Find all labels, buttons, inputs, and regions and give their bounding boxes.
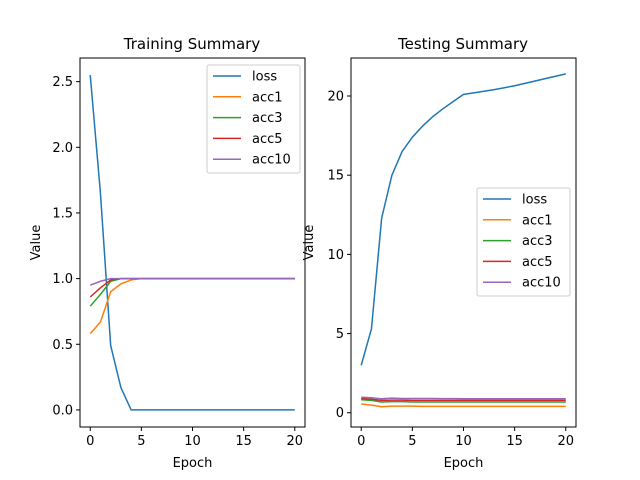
testing-legend-label-acc1: acc1	[522, 213, 553, 228]
training-legend-label-loss: loss	[252, 70, 277, 85]
training-y-ticks: 0.0 0.5 1.0 1.5 2.0 2.5	[52, 75, 80, 418]
training-x-ticks: 0 5 10 15 20	[86, 427, 303, 449]
testing-series-line-acc3	[361, 399, 566, 403]
testing-axes-frame	[350, 57, 577, 428]
testing-series-line-loss	[360, 73, 566, 366]
training-series-line-loss	[89, 75, 295, 411]
training-title: Training Summary	[123, 35, 261, 53]
training-legend-label-acc1: acc1	[252, 90, 283, 105]
training-y-tick-label: 1.0	[52, 272, 73, 287]
testing-series-line-acc5	[361, 397, 566, 402]
training-series-line-acc10	[89, 277, 295, 286]
testing-x-axis-label: Epoch	[444, 456, 484, 471]
testing-x-tick-label: 0	[357, 434, 365, 449]
testing-x-tick-label: 5	[408, 434, 416, 449]
training-legend-label-acc10: acc10	[252, 153, 291, 168]
training-x-tick-label: 0	[86, 434, 94, 449]
testing-legend: loss acc1 acc3 acc5 acc10	[476, 187, 571, 297]
testing-x-ticks: 0 5 10 15 20	[357, 427, 574, 449]
training-y-tick-label: 0.0	[52, 403, 73, 418]
training-axes-frame	[79, 57, 306, 428]
testing-x-tick-label: 20	[557, 434, 574, 449]
training-y-tick-label: 1.5	[52, 206, 73, 221]
training-legend: loss acc1 acc3 acc5 acc10	[206, 64, 301, 174]
testing-x-tick-label: 15	[506, 434, 523, 449]
testing-legend-label-acc3: acc3	[522, 234, 553, 249]
testing-y-tick-label: 10	[327, 248, 344, 263]
testing-series-line-acc1	[361, 403, 566, 408]
training-x-tick-label: 5	[137, 434, 145, 449]
testing-y-axis-label: Value	[302, 225, 317, 261]
training-panel: Training Summary 0 5 10 15 20 0.0 0.5 1.0 1.5 2.…	[29, 35, 306, 471]
testing-x-tick-label: 10	[455, 434, 472, 449]
training-legend-box	[206, 64, 301, 174]
testing-y-tick-label: 0	[336, 406, 344, 421]
training-x-tick-label: 10	[184, 434, 201, 449]
training-y-tick-label: 2.0	[52, 141, 73, 156]
testing-legend-label-acc10: acc10	[522, 276, 561, 291]
testing-series-line-acc10	[361, 396, 566, 400]
testing-legend-box	[476, 187, 571, 297]
training-x-axis-label: Epoch	[173, 456, 213, 471]
training-legend-label-acc3: acc3	[252, 111, 283, 126]
training-lines	[89, 75, 295, 411]
testing-title: Testing Summary	[397, 35, 528, 53]
testing-legend-label-acc5: acc5	[522, 255, 553, 270]
testing-y-tick-label: 5	[336, 327, 344, 342]
training-legend-label-acc5: acc5	[252, 132, 283, 147]
testing-legend-label-loss: loss	[522, 193, 547, 208]
training-x-tick-label: 15	[235, 434, 252, 449]
testing-y-tick-label: 15	[327, 169, 344, 184]
training-y-tick-label: 2.5	[52, 75, 73, 90]
training-x-tick-label: 20	[286, 434, 303, 449]
training-y-tick-label: 0.5	[52, 338, 73, 353]
testing-lines	[360, 73, 566, 408]
training-y-axis-label: Value	[29, 225, 44, 261]
testing-y-tick-label: 20	[327, 90, 344, 105]
testing-y-ticks: 0 5 10 15 20	[327, 90, 351, 421]
